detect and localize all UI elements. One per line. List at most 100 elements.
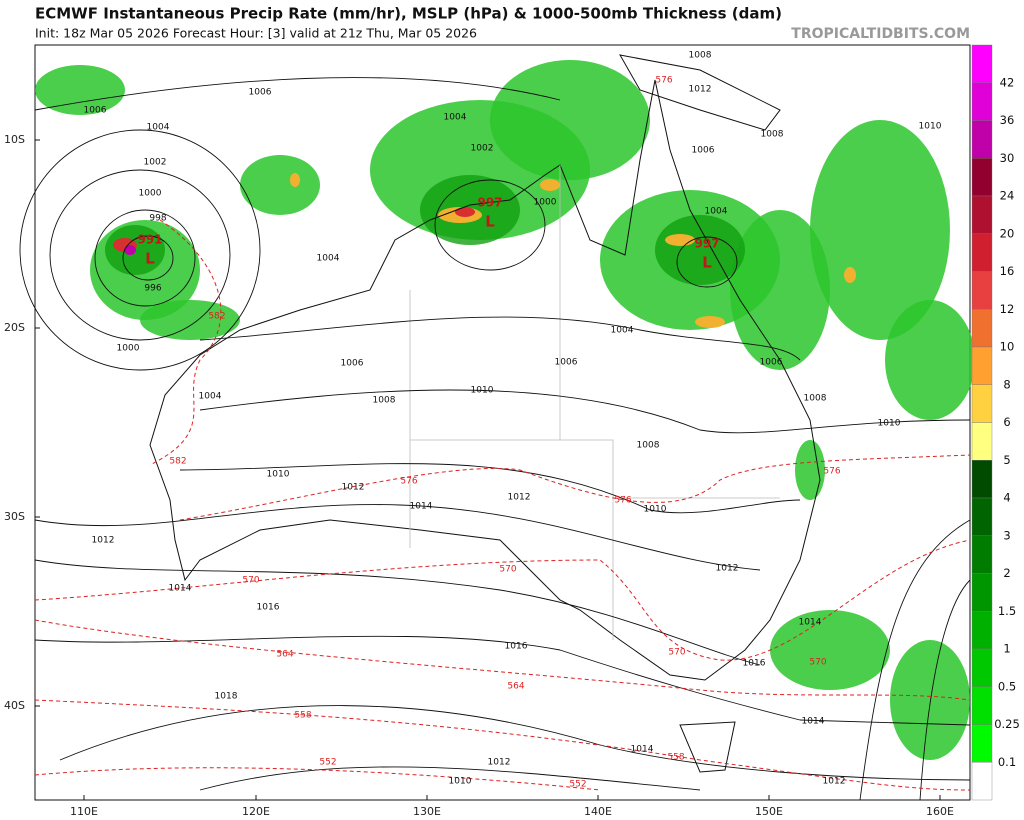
isobar-label: 1008	[804, 394, 827, 404]
colorbar-label: 2	[1003, 566, 1010, 580]
lon-label: 130E	[413, 805, 441, 818]
isobar-label: 996	[144, 284, 161, 294]
isobar-label: 1010	[267, 470, 290, 480]
isobar-label: 1004	[705, 207, 728, 217]
low-pressure: 991	[137, 233, 162, 247]
colorbar-label: 0.25	[994, 717, 1020, 731]
isobar-label: 1006	[341, 359, 364, 369]
low-symbol: L	[485, 213, 495, 231]
low-symbol: L	[702, 254, 712, 272]
isobar-label: 1004	[611, 326, 634, 336]
colorbar-label: 6	[1003, 415, 1010, 429]
thickness-label: 558	[667, 753, 684, 763]
colorbar-label: 42	[1000, 75, 1015, 89]
isobar-label: 998	[149, 214, 166, 224]
thickness-label: 570	[242, 576, 259, 586]
colorbar-segment	[971, 158, 993, 197]
colorbar-label: 1	[1003, 642, 1010, 656]
colorbar-segment	[971, 611, 993, 650]
precipitation	[35, 60, 975, 760]
lon-label: 110E	[70, 805, 98, 818]
colorbar-segment	[971, 346, 993, 385]
thickness-lines	[34, 219, 971, 791]
low-pressure: 997	[694, 237, 719, 251]
thickness-label: 570	[499, 565, 516, 575]
isobar-label: 1010	[449, 777, 472, 787]
isobar-label: 1008	[373, 396, 396, 406]
isobar-label: 1004	[199, 392, 222, 402]
colorbar-label: 5	[1003, 453, 1010, 467]
colorbar-label: 20	[1000, 226, 1015, 240]
thickness-label: 576	[614, 496, 631, 506]
lat-label: 40S	[4, 699, 25, 712]
colorbar-label: 12	[1000, 302, 1015, 316]
lon-label: 140E	[584, 805, 612, 818]
colorbar-label: 36	[1000, 113, 1015, 127]
colorbar-label: 16	[1000, 264, 1015, 278]
colorbar-label: 0.5	[998, 679, 1016, 693]
isobar-label: 1014	[799, 618, 822, 628]
colorbar-label: 8	[1003, 377, 1010, 391]
isobar-label: 1014	[631, 745, 654, 755]
isobar-label: 1010	[644, 505, 667, 515]
source: TROPICALTIDBITS.COM	[791, 26, 970, 42]
thickness-label: 552	[569, 780, 586, 790]
colorbar-segment	[971, 686, 993, 725]
lat-label: 30S	[4, 510, 25, 523]
colorbar-segment	[971, 233, 993, 272]
colorbar-segment	[971, 460, 993, 499]
thickness-label: 576	[823, 467, 840, 477]
isobar-label: 1004	[444, 113, 467, 123]
isobar-label: 1010	[471, 386, 494, 396]
isobar-label: 1006	[249, 88, 272, 98]
isobar-label: 1016	[743, 659, 766, 669]
colorbar-label: 0.1	[998, 755, 1016, 769]
isobar-label: 1012	[823, 777, 846, 787]
isobar-label: 1004	[317, 254, 340, 264]
isobar-label: 1012	[342, 483, 365, 493]
isobar-label: 1016	[257, 603, 280, 613]
low-symbol: L	[145, 250, 155, 268]
lat-label: 20S	[4, 321, 25, 334]
colorbar-segment	[971, 422, 993, 461]
thickness-label: 552	[319, 758, 336, 768]
lat-label: 10S	[4, 133, 25, 146]
thickness-label: 576	[400, 477, 417, 487]
colorbar-segment	[971, 762, 993, 801]
isobar-label: 1002	[144, 158, 167, 168]
isobar-label: 1006	[692, 146, 715, 156]
isobar-label: 1018	[215, 692, 238, 702]
isobar-label: 1006	[84, 106, 107, 116]
isobar-label: 1000	[534, 198, 557, 208]
isobar-label: 1010	[878, 419, 901, 429]
isobars	[19, 77, 971, 801]
colorbar-segment	[971, 309, 993, 348]
thickness-label: 570	[668, 648, 685, 658]
isobar-label: 1004	[147, 123, 170, 133]
isobar-label: 1002	[471, 144, 494, 154]
thickness-label: 582	[208, 312, 225, 322]
isobar-label: 1006	[760, 358, 783, 368]
colorbar-segment	[971, 82, 993, 121]
isobar-label: 1008	[637, 441, 660, 451]
low-pressure: 997	[477, 196, 502, 210]
colorbar-label: 4	[1003, 491, 1010, 505]
lon-label: 150E	[755, 805, 783, 818]
coastline	[619, 54, 781, 131]
map-panel	[19, 44, 975, 801]
thickness-label: 564	[507, 682, 524, 692]
colorbar-segment	[971, 535, 993, 574]
colorbar-segment	[971, 384, 993, 423]
coastline	[149, 79, 821, 681]
state-border	[409, 165, 780, 640]
isobar-label: 1008	[761, 130, 784, 140]
colorbar-label: 10	[1000, 340, 1015, 354]
colorbar-label: 3	[1003, 528, 1010, 542]
isobar-label: 1006	[555, 358, 578, 368]
colorbar-segment	[971, 44, 993, 83]
colorbar-label: 1.5	[998, 604, 1016, 618]
isobar-label: 1012	[92, 536, 115, 546]
isobar-label: 1010	[919, 122, 942, 132]
isobar-label: 1014	[802, 717, 825, 727]
